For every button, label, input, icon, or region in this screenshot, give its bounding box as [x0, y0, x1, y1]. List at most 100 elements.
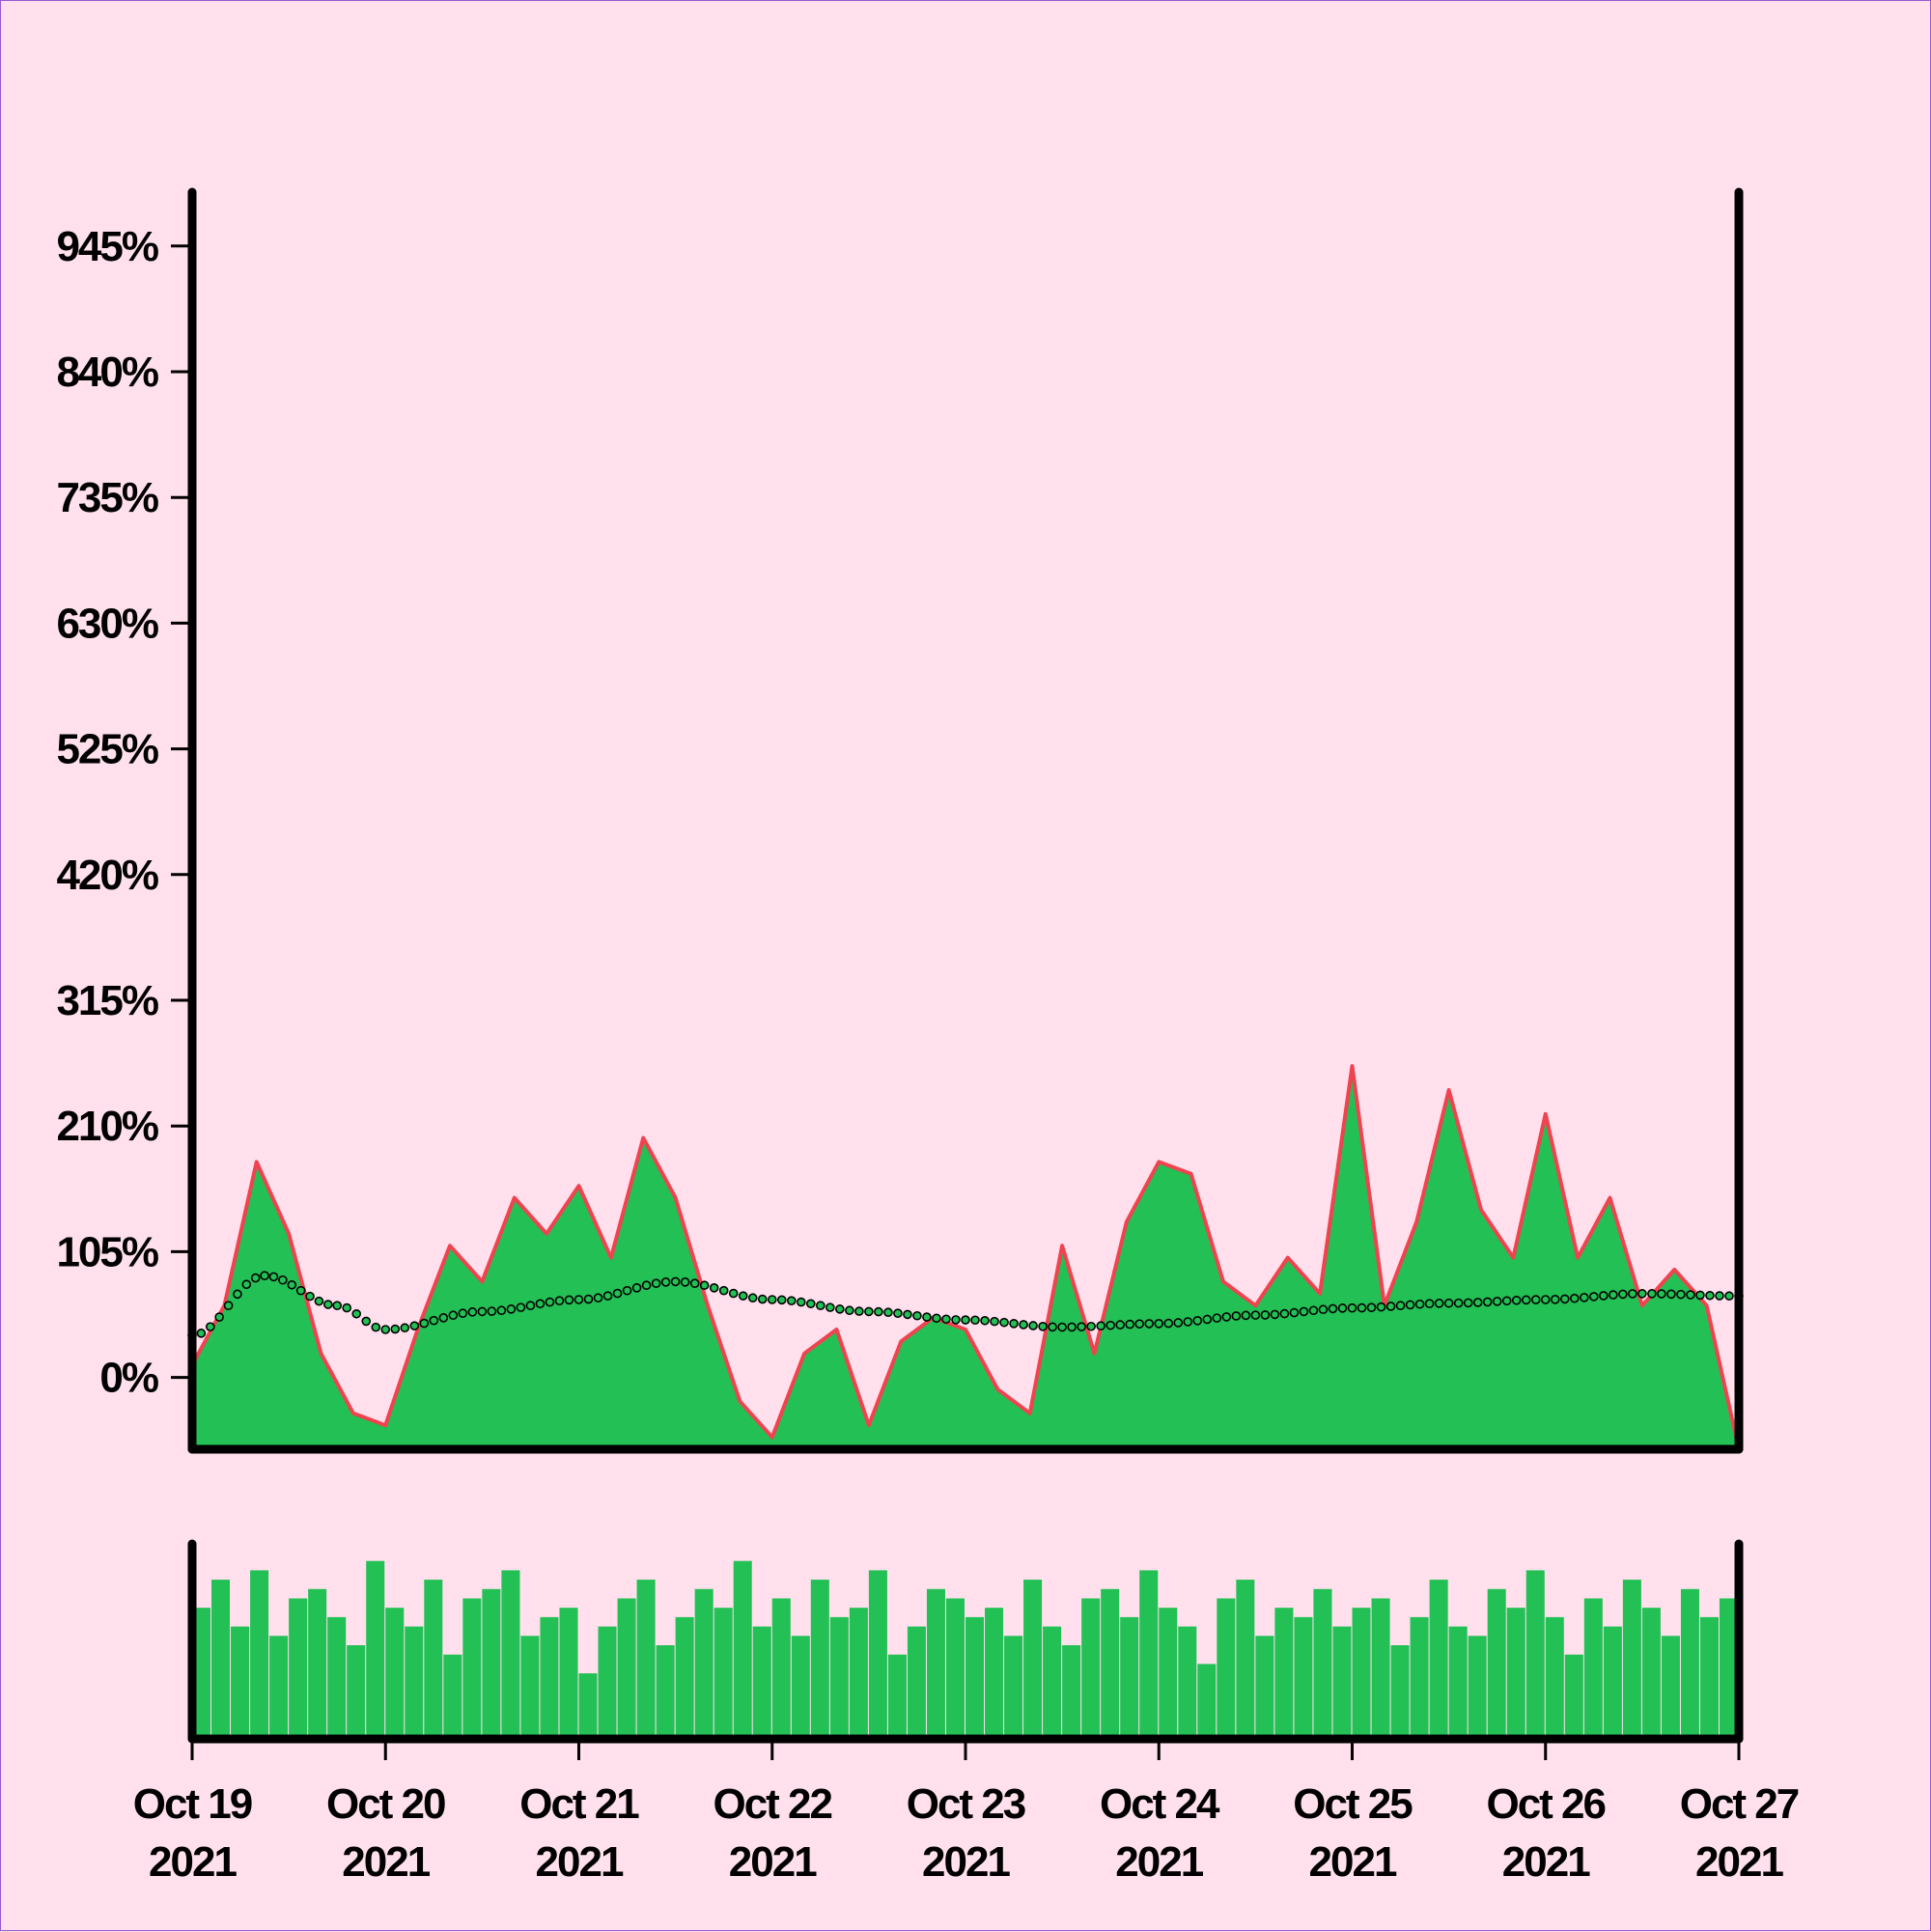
ma-point-84	[991, 1318, 998, 1326]
volume-bar-41	[985, 1608, 1003, 1739]
ma-point-12	[297, 1287, 305, 1295]
ma-point-156	[1687, 1291, 1694, 1299]
volume-bar-73	[1604, 1627, 1622, 1739]
ma-point-48	[643, 1281, 651, 1289]
ma-point-52	[682, 1278, 689, 1286]
volume-bar-29	[753, 1627, 771, 1739]
ma-point-77	[923, 1313, 931, 1321]
ma-point-72	[875, 1308, 882, 1316]
ma-point-160	[1725, 1292, 1733, 1300]
y-tick-label-8: 840%	[56, 349, 157, 396]
y-tick-label-4: 420%	[56, 852, 157, 899]
ma-point-142	[1552, 1296, 1559, 1303]
ma-point-8	[261, 1272, 268, 1279]
volume-bar-56	[1274, 1608, 1293, 1739]
ma-point-131	[1445, 1300, 1453, 1307]
volume-bar-4	[269, 1636, 288, 1739]
ma-point-16	[333, 1302, 341, 1309]
ma-point-15	[324, 1301, 332, 1308]
volume-bar-5	[289, 1599, 307, 1740]
volume-bar-14	[462, 1599, 481, 1740]
ma-point-37	[536, 1300, 544, 1307]
ma-point-104	[1184, 1318, 1191, 1326]
ma-point-153	[1658, 1290, 1665, 1298]
ma-point-137	[1503, 1297, 1511, 1304]
ma-point-53	[691, 1279, 699, 1287]
ma-point-21	[381, 1326, 389, 1333]
ma-point-157	[1696, 1291, 1704, 1299]
ma-point-6	[242, 1280, 250, 1288]
x-tick-year-4: 2021	[922, 1838, 1010, 1886]
ma-point-7	[252, 1274, 260, 1282]
ma-point-51	[672, 1277, 680, 1285]
ma-point-9	[269, 1273, 277, 1280]
ma-point-22	[391, 1326, 399, 1333]
ma-point-133	[1465, 1299, 1472, 1306]
ma-point-29	[459, 1309, 466, 1317]
ma-point-144	[1571, 1295, 1579, 1302]
volume-bar-27	[714, 1608, 733, 1739]
ma-point-2	[207, 1323, 214, 1330]
volume-bar-32	[811, 1580, 829, 1739]
volume-bar-63	[1411, 1617, 1429, 1739]
ma-point-143	[1561, 1295, 1569, 1302]
ma-point-93	[1077, 1323, 1085, 1330]
ma-point-80	[952, 1316, 960, 1324]
ma-point-34	[507, 1305, 515, 1313]
ma-point-94	[1087, 1323, 1095, 1330]
ma-point-5	[234, 1290, 241, 1298]
ma-point-61	[769, 1296, 776, 1303]
ma-point-79	[942, 1315, 950, 1323]
volume-bar-62	[1391, 1645, 1410, 1739]
x-tick-label-6: Oct 25	[1293, 1780, 1413, 1828]
ma-point-49	[653, 1279, 660, 1287]
ma-point-126	[1397, 1302, 1405, 1309]
volume-bar-39	[946, 1599, 965, 1740]
volume-bar-26	[695, 1589, 714, 1739]
volume-bar-71	[1565, 1655, 1583, 1739]
ma-point-139	[1523, 1296, 1530, 1303]
volume-bar-68	[1507, 1608, 1525, 1739]
ma-point-18	[352, 1310, 360, 1318]
ma-point-110	[1242, 1311, 1249, 1319]
volume-bar-67	[1488, 1589, 1506, 1739]
ma-point-57	[730, 1290, 738, 1298]
ma-point-151	[1638, 1290, 1646, 1298]
ma-point-55	[711, 1284, 718, 1292]
ma-point-147	[1600, 1292, 1608, 1300]
ma-point-145	[1581, 1294, 1588, 1302]
ma-point-117	[1309, 1306, 1317, 1314]
ma-point-63	[788, 1297, 796, 1304]
ma-point-66	[817, 1302, 825, 1309]
ma-point-154	[1667, 1290, 1675, 1298]
volume-bar-66	[1469, 1636, 1487, 1739]
ma-point-17	[343, 1304, 350, 1312]
ma-point-134	[1474, 1299, 1482, 1306]
ma-point-121	[1349, 1304, 1357, 1312]
ma-point-125	[1387, 1302, 1395, 1310]
ma-point-45	[614, 1290, 622, 1298]
ma-point-35	[517, 1303, 524, 1311]
ma-point-20	[372, 1324, 379, 1331]
ma-point-36	[526, 1302, 534, 1309]
volume-bar-10	[385, 1608, 404, 1739]
volume-bar-8	[347, 1645, 365, 1739]
volume-bar-42	[1004, 1636, 1022, 1739]
ma-point-97	[1116, 1321, 1124, 1329]
ma-point-87	[1020, 1321, 1027, 1329]
y-tick-label-9: 945%	[56, 223, 157, 270]
volume-bar-11	[405, 1627, 423, 1739]
volume-bar-49	[1139, 1570, 1158, 1739]
ma-point-155	[1677, 1291, 1685, 1299]
volume-bar-33	[830, 1617, 849, 1739]
ma-point-115	[1290, 1309, 1298, 1317]
volume-bar-1	[211, 1580, 230, 1739]
volume-bar-34	[850, 1608, 868, 1739]
ma-point-146	[1590, 1293, 1598, 1301]
volume-bar-70	[1546, 1617, 1564, 1739]
ma-point-47	[633, 1284, 641, 1292]
volume-bar-19	[559, 1608, 577, 1739]
ma-point-111	[1251, 1311, 1259, 1319]
y-tick-label-1: 105%	[56, 1228, 157, 1275]
